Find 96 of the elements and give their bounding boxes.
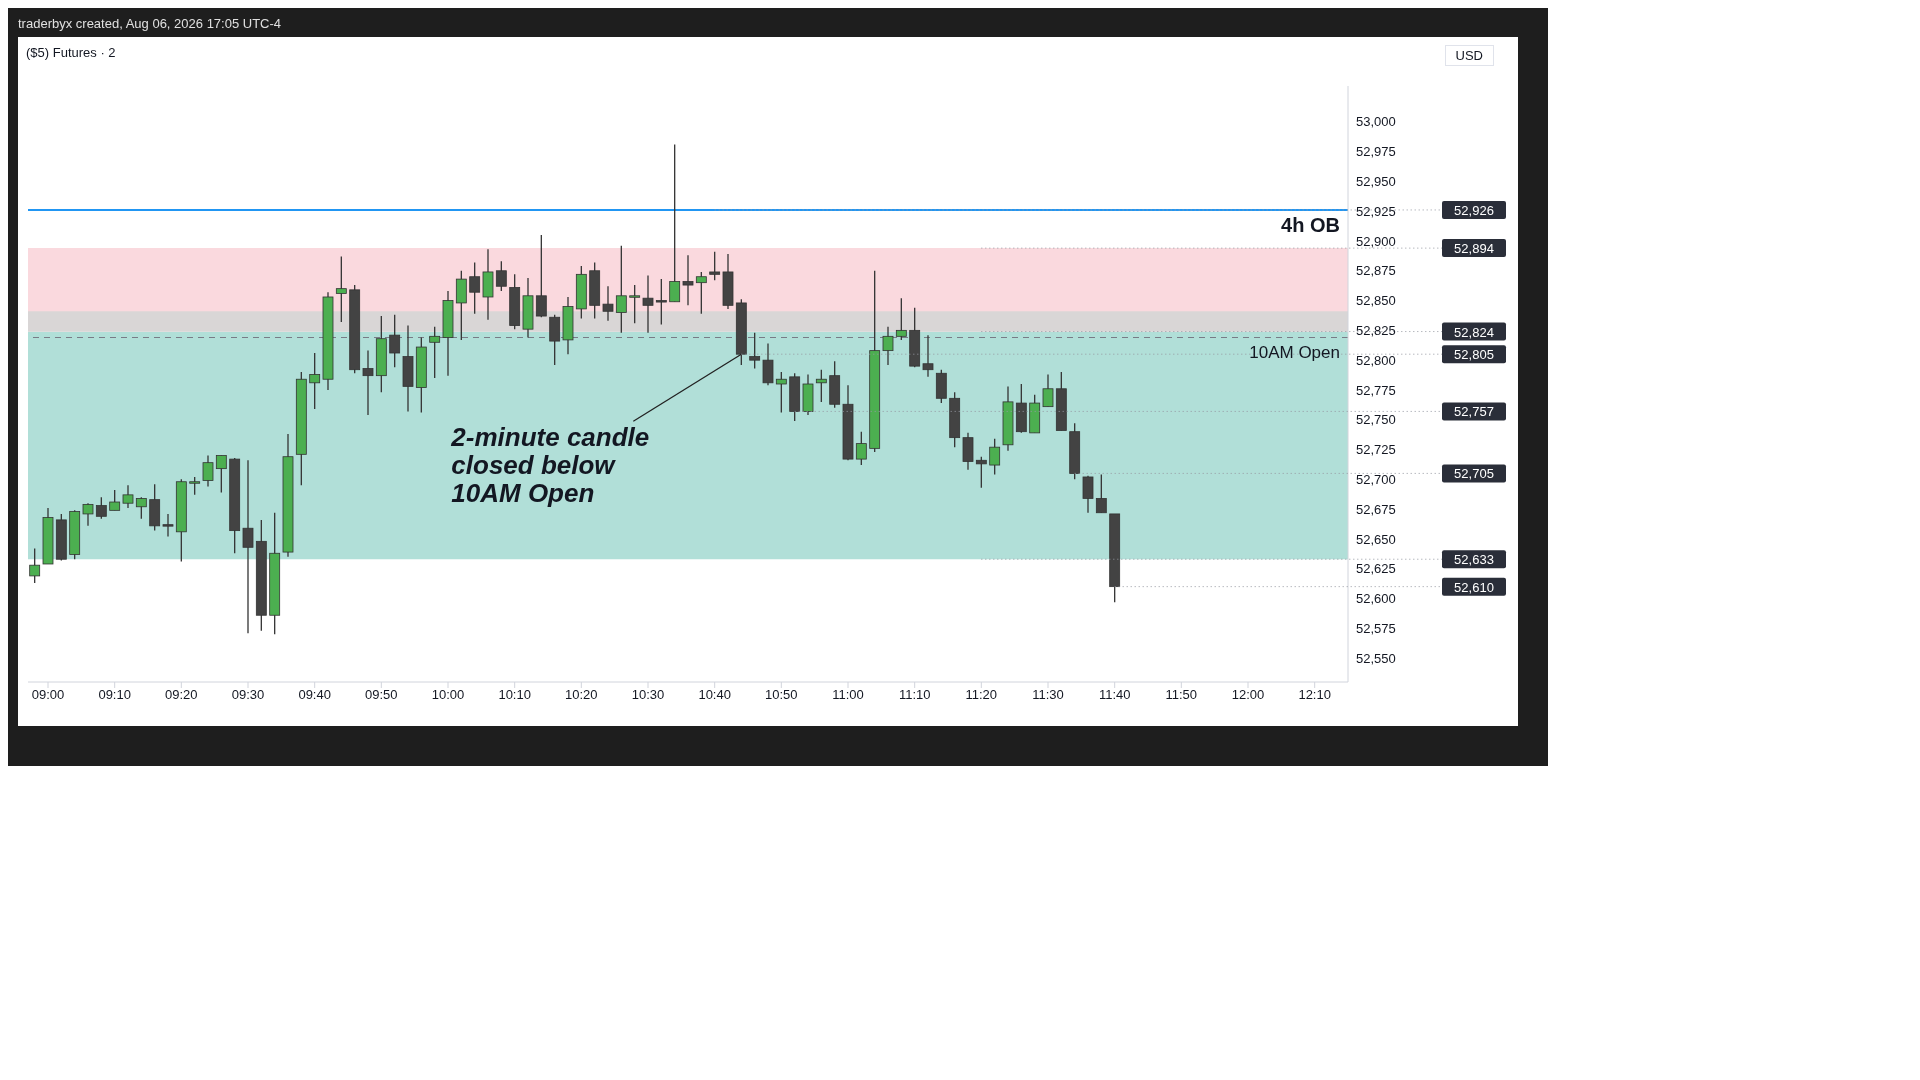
y-tick-label: 52,825 — [1356, 322, 1396, 338]
annotation: 52,926 — [1454, 202, 1494, 218]
candlestick — [429, 326, 441, 379]
y-tick-label: 52,625 — [1356, 561, 1396, 577]
annotation: 52,894 — [1454, 241, 1494, 257]
x-tick-label: 09:00 — [31, 687, 65, 703]
y-tick-label: 52,900 — [1356, 233, 1396, 249]
annotation: 52,805 — [1454, 347, 1494, 363]
candlestick — [1082, 475, 1094, 514]
candlestick — [855, 431, 867, 466]
x-tick-label: 09:40 — [298, 687, 331, 703]
candlestick — [469, 261, 481, 315]
ref-line-label: 4h OB — [1281, 214, 1340, 237]
x-tick-label: 09:20 — [165, 687, 198, 703]
candlestick — [29, 547, 41, 584]
candlestick — [655, 278, 667, 326]
candlestick — [362, 349, 374, 416]
x-tick-label: 09:30 — [231, 687, 265, 703]
y-tick-label: 52,600 — [1356, 591, 1396, 607]
x-tick-label: 11:10 — [898, 687, 931, 703]
candlestick — [709, 251, 721, 281]
candlestick — [669, 143, 681, 303]
y-tick-label: 52,575 — [1356, 620, 1396, 636]
y-tick-label: 52,725 — [1356, 442, 1396, 458]
candlestick — [749, 332, 761, 370]
y-tick-label: 52,775 — [1356, 382, 1396, 398]
x-tick-label: 11:40 — [1098, 687, 1131, 703]
y-tick-label: 52,750 — [1356, 412, 1396, 428]
candlestick — [629, 284, 641, 324]
x-tick-label: 10:00 — [431, 687, 465, 703]
candlestick — [82, 502, 94, 527]
annotation: 52,705 — [1454, 466, 1494, 482]
candlestick — [495, 260, 507, 292]
y-tick-label: 52,800 — [1356, 352, 1396, 368]
candlestick — [549, 314, 561, 366]
candlestick — [335, 255, 347, 323]
candlestick — [695, 271, 707, 315]
candlestick — [202, 454, 214, 488]
candlestick — [989, 438, 1001, 476]
x-tick-label: 11:50 — [1165, 687, 1198, 703]
y-tick-label: 52,550 — [1356, 650, 1396, 666]
y-tick-label: 52,700 — [1356, 471, 1396, 487]
x-tick-label: 09:50 — [365, 687, 398, 703]
y-tick-label: 52,975 — [1356, 144, 1396, 160]
y-axis-title: USD — [1444, 45, 1494, 66]
x-tick-label: 10:40 — [698, 687, 731, 703]
y-tick-label: 52,650 — [1356, 531, 1396, 547]
candlestick — [1042, 373, 1054, 408]
candlestick — [389, 314, 401, 368]
candlestick — [535, 234, 547, 318]
annotation: 52,633 — [1454, 552, 1494, 568]
annotation: 52,824 — [1454, 324, 1494, 340]
chart-subtitle: ($5) Futures · 2 — [26, 45, 116, 62]
x-tick-label: 11:20 — [965, 687, 998, 703]
candlestick — [975, 456, 987, 489]
candlestick — [109, 489, 121, 511]
x-tick-label: 10:20 — [565, 687, 598, 703]
ref-line-label: 10AM Open — [1249, 342, 1340, 362]
chart-title: traderbyx created, Aug 06, 2026 17:05 UTC-4 — [18, 15, 283, 33]
candlestick — [162, 513, 174, 538]
candlestick — [309, 352, 321, 410]
candlestick — [1095, 473, 1107, 514]
candlestick — [775, 371, 787, 414]
candlestick — [642, 274, 654, 334]
candlestick — [242, 459, 254, 634]
candlestick — [882, 326, 894, 366]
annotation: 2-minute candle closed below 10AM Open — [450, 422, 650, 509]
candlestick — [922, 334, 934, 378]
candlestick — [962, 432, 974, 471]
candlestick — [215, 454, 227, 494]
candlestick — [615, 245, 627, 334]
annotation: 52,610 — [1454, 579, 1494, 595]
candlestick — [602, 285, 614, 322]
candlestick — [895, 297, 907, 341]
annotation: 52,757 — [1454, 404, 1494, 420]
candlestick — [815, 369, 827, 403]
x-tick-label: 12:10 — [1298, 687, 1331, 703]
candlestick — [122, 484, 134, 509]
candlestick — [455, 270, 467, 341]
candlestick — [135, 496, 147, 520]
x-tick-label: 10:50 — [765, 687, 798, 703]
candlestick — [95, 496, 107, 520]
x-tick-label: 11:30 — [1032, 687, 1064, 703]
y-tick-label: 53,000 — [1356, 114, 1396, 130]
x-tick-label: 12:00 — [1231, 687, 1265, 703]
y-tick-label: 52,875 — [1356, 263, 1396, 279]
x-tick-label: 10:30 — [631, 687, 665, 703]
x-tick-label: 10:10 — [498, 687, 531, 703]
y-tick-label: 52,675 — [1356, 501, 1396, 517]
y-tick-label: 52,925 — [1356, 203, 1396, 219]
y-tick-label: 52,850 — [1356, 293, 1396, 309]
x-tick-label: 11:00 — [832, 687, 864, 703]
y-tick-label: 52,950 — [1356, 173, 1396, 189]
candlestick — [762, 342, 774, 386]
x-tick-label: 09:10 — [98, 687, 131, 703]
candlestick — [682, 254, 694, 306]
